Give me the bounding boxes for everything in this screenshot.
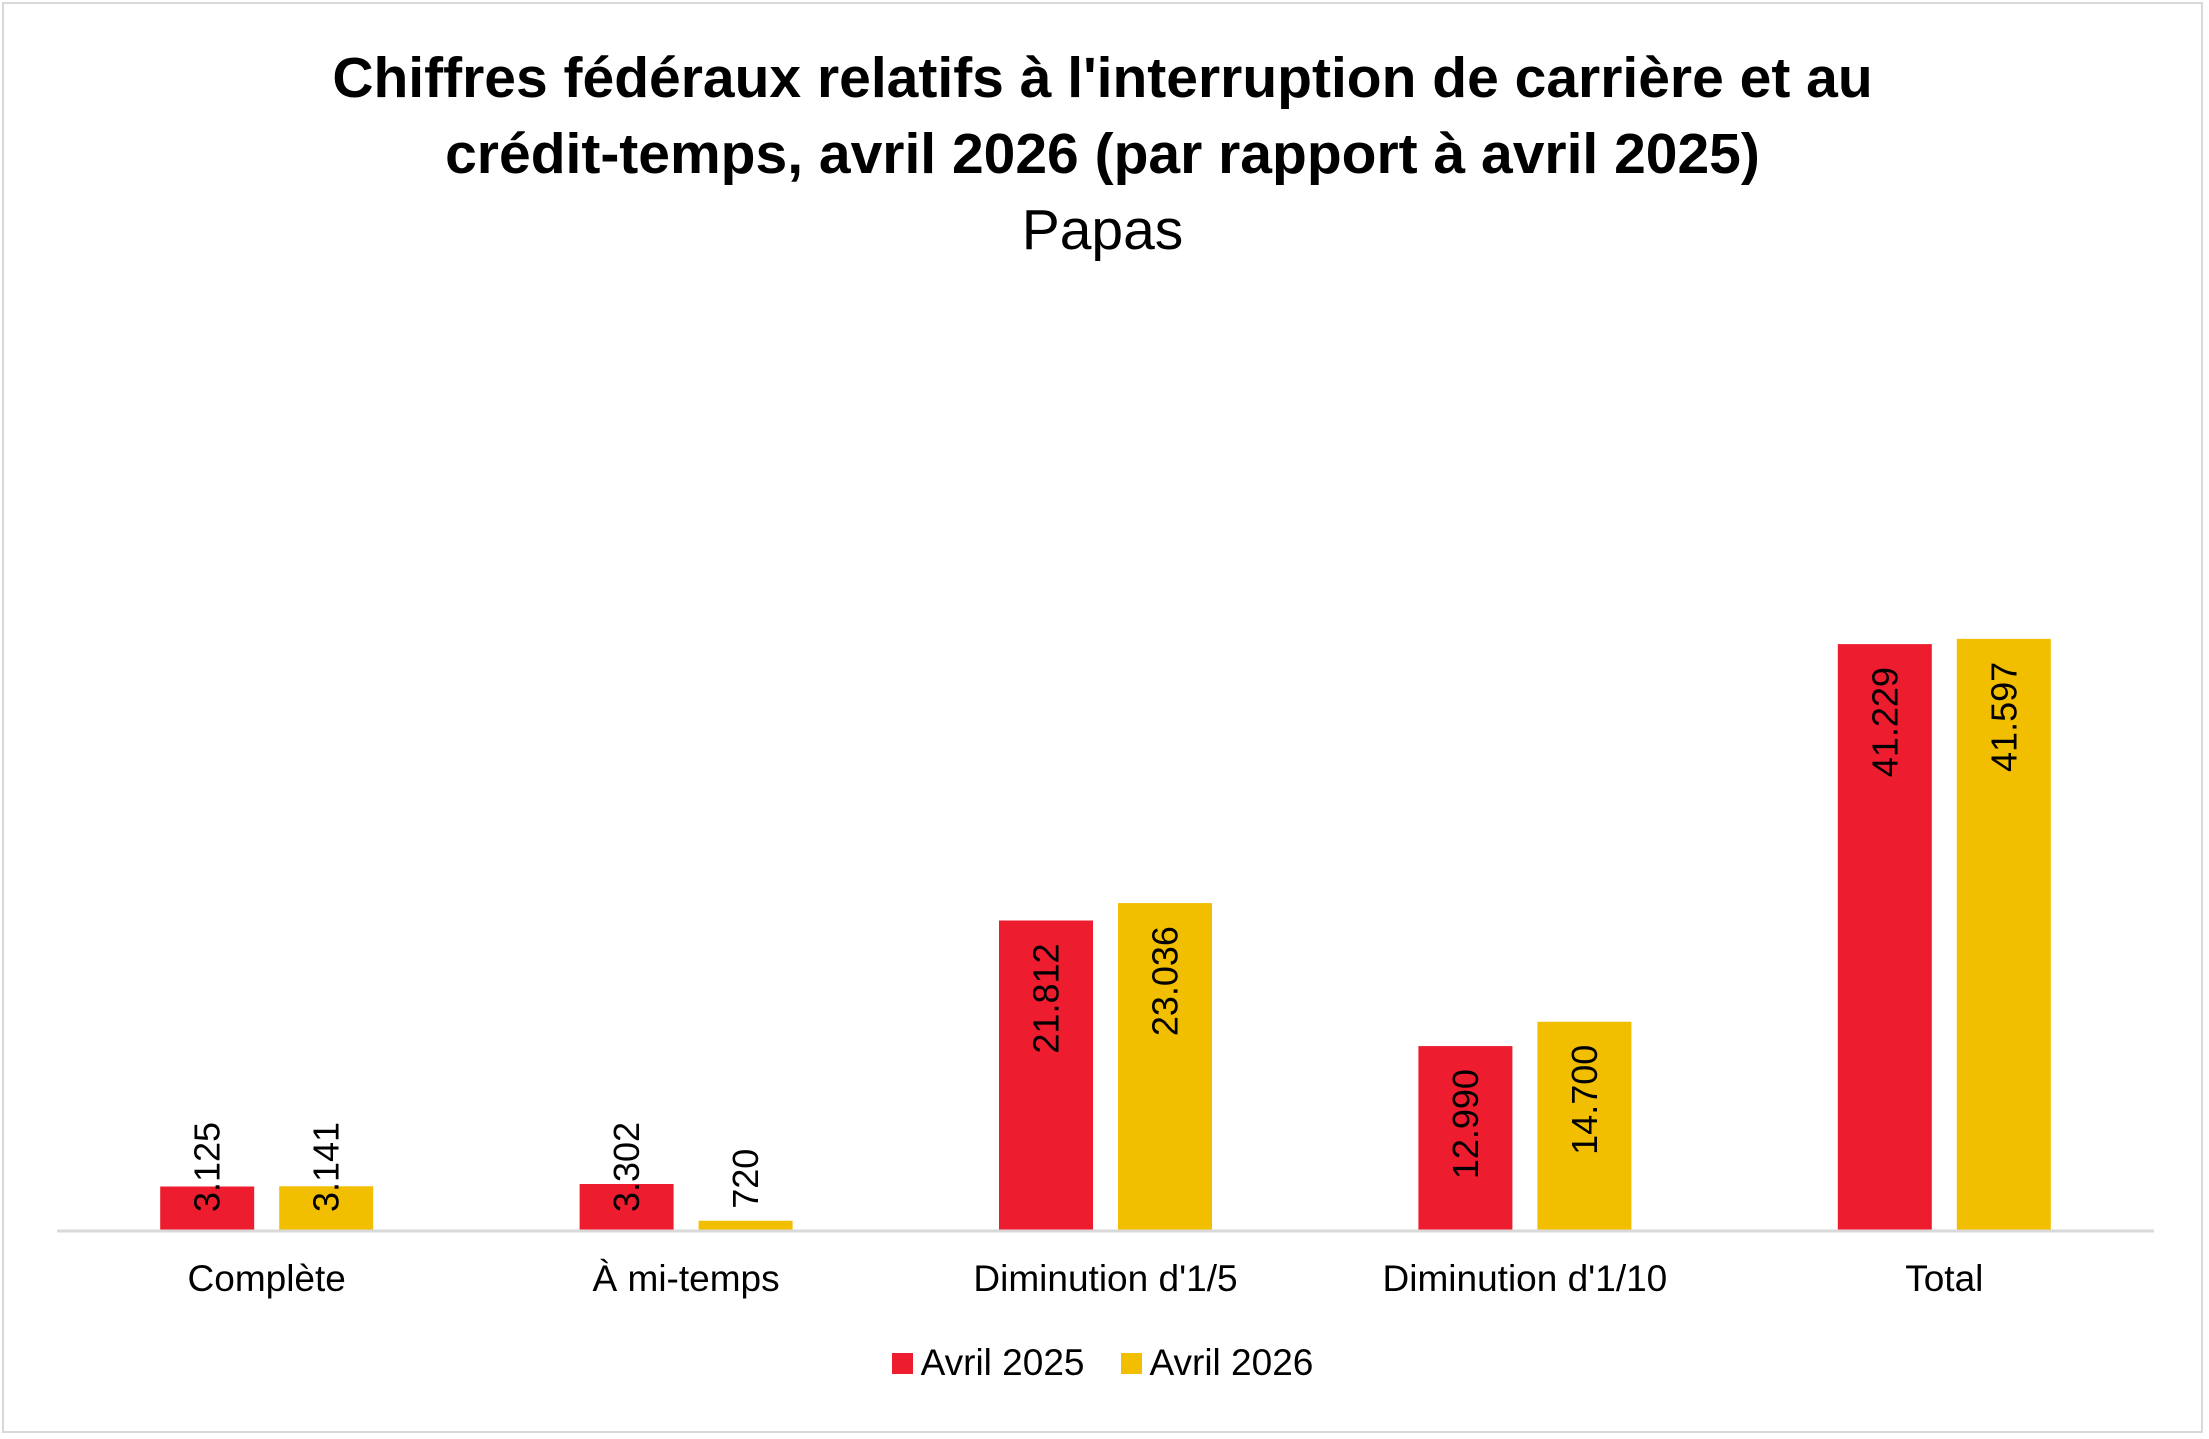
legend-label-series-1: Avril 2025 (920, 1342, 1085, 1383)
data-label-1-5: 41.229 (1864, 667, 1905, 777)
x-tick-label-2: À mi-temps (593, 1258, 780, 1299)
legend: Avril 2025 Avril 2026 (4, 1342, 2201, 1384)
bar-2-2 (698, 1220, 793, 1231)
bar-1-1 (160, 1186, 255, 1231)
legend-item-series-2: Avril 2026 (1120, 1342, 1314, 1384)
data-label-2-5: 41.597 (1983, 662, 2024, 772)
x-tick-label-1: Complète (188, 1258, 346, 1299)
bar-2-1 (279, 1186, 374, 1231)
bars-layer (160, 638, 2051, 1231)
x-tick-label-3: Diminution d'1/5 (973, 1258, 1237, 1299)
legend-swatch-series-1 (891, 1352, 913, 1374)
bar-1-3 (999, 920, 1093, 1231)
chart-plot: 3.125 3.141 3.302 720 21.812 23.036 12.990 14.7… (57, 638, 2154, 1299)
legend-swatch-series-2 (1120, 1352, 1142, 1374)
data-label-2-3: 23.036 (1145, 926, 1186, 1036)
bar-2-5 (1956, 638, 2051, 1231)
chart-subtitle: Papas (1021, 198, 1184, 262)
chart-title: Chiffres fédéraux relatifs à l'interrupt… (332, 46, 1873, 186)
title-block: Chiffres fédéraux relatifs à l'interrupt… (4, 40, 2201, 268)
x-tick-label-5: Total (1905, 1258, 1983, 1299)
data-label-1-4: 12.990 (1445, 1069, 1486, 1179)
x-tick-label-4: Diminution d'1/10 (1383, 1258, 1668, 1299)
data-label-1-3: 21.812 (1026, 943, 1067, 1053)
legend-label-series-2: Avril 2026 (1149, 1342, 1314, 1383)
bar-1-4 (1418, 1046, 1513, 1231)
bar-1-2 (579, 1183, 674, 1231)
data-labels-layer: 3.125 3.141 3.302 720 21.812 23.036 12.990 14.7… (187, 662, 2025, 1212)
bar-2-4 (1537, 1021, 1632, 1231)
data-label-2-1: 3.141 (306, 1122, 347, 1212)
x-tick-labels-layer: Complète À mi-temps Diminution d'1/5 Diminu… (188, 1258, 1984, 1299)
bar-1-5 (1837, 644, 1932, 1231)
data-label-1-1: 3.125 (187, 1122, 228, 1212)
data-label-2-2: 720 (725, 1149, 766, 1209)
data-label-2-4: 14.700 (1564, 1045, 1605, 1155)
legend-item-series-1: Avril 2025 (891, 1342, 1085, 1384)
bar-2-3 (1118, 903, 1212, 1231)
data-label-1-2: 3.302 (606, 1122, 647, 1212)
